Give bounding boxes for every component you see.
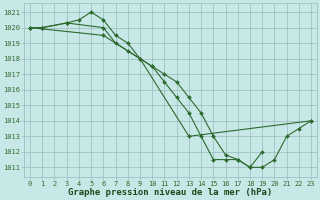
X-axis label: Graphe pression niveau de la mer (hPa): Graphe pression niveau de la mer (hPa): [68, 188, 273, 197]
